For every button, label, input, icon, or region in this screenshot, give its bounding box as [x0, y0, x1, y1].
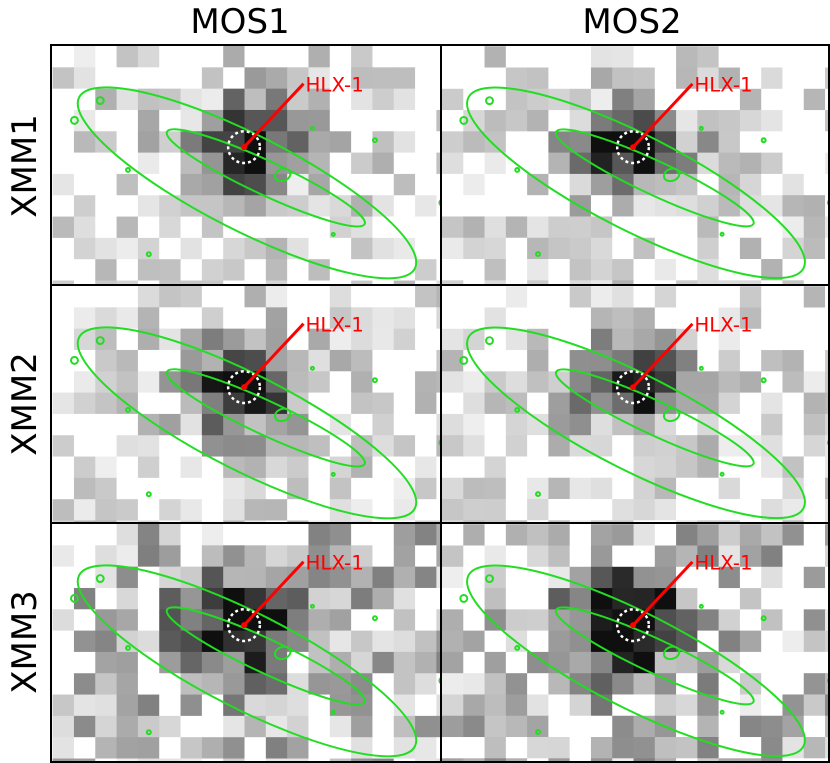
- source-pointer: [631, 560, 694, 627]
- image-xmm2-mos1: HLX-1: [52, 286, 440, 522]
- source-label: HLX-1: [305, 552, 363, 575]
- image-xmm1-mos1: HLX-1: [52, 46, 440, 284]
- source-label: HLX-1: [306, 74, 364, 97]
- column-label-mos1: MOS1: [190, 2, 290, 42]
- pixel-grid: [442, 286, 828, 522]
- source-pointer: [631, 322, 694, 389]
- panel-xmm1-mos2: HLX-1: [440, 44, 830, 286]
- source-pointer: [242, 560, 305, 627]
- image-xmm1-mos2: HLX-1: [442, 46, 828, 284]
- contours: [459, 564, 828, 758]
- source-aperture: [615, 608, 651, 643]
- column-label-mos2: MOS2: [582, 2, 682, 42]
- panel-xmm2-mos1: HLX-1: [50, 284, 442, 524]
- panel-xmm1-mos1: HLX-1: [50, 44, 442, 286]
- source-label: HLX-1: [694, 74, 752, 97]
- contours: [69, 326, 440, 520]
- row-label-xmm1: XMM1: [5, 114, 45, 218]
- panel-xmm3-mos2: HLX-1: [440, 522, 830, 763]
- contours: [459, 326, 828, 520]
- panel-xmm3-mos1: HLX-1: [50, 522, 442, 763]
- contours: [69, 564, 440, 758]
- pixel-grid: [52, 286, 440, 522]
- row-label-xmm3: XMM3: [5, 590, 45, 694]
- pixel-grid: [442, 524, 828, 761]
- image-xmm3-mos2: HLX-1: [442, 524, 828, 761]
- source-pointer: [242, 322, 305, 389]
- image-xmm3-mos1: HLX-1: [52, 524, 440, 761]
- contours: [69, 86, 440, 280]
- source-label: HLX-1: [694, 552, 752, 575]
- row-label-xmm2: XMM2: [5, 352, 45, 456]
- panel-xmm2-mos2: HLX-1: [440, 284, 830, 524]
- source-pointer: [242, 82, 305, 149]
- image-xmm2-mos2: HLX-1: [442, 286, 828, 522]
- pixel-grid: [52, 46, 440, 284]
- source-pointer: [631, 82, 694, 149]
- source-label: HLX-1: [305, 314, 363, 337]
- contours: [459, 86, 828, 280]
- source-label: HLX-1: [694, 314, 752, 337]
- source-aperture: [615, 130, 651, 165]
- pixel-grid: [442, 46, 828, 284]
- pixel-grid: [52, 524, 440, 761]
